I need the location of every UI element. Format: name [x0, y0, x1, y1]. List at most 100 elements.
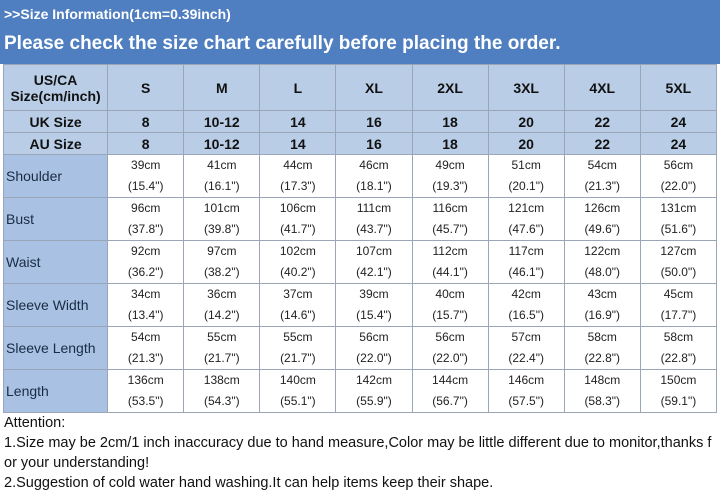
alt-size: 22	[563, 132, 641, 155]
cm-value: 54cm	[587, 158, 617, 172]
alt-size: 18	[411, 110, 489, 133]
inch-value: (21.7")	[280, 351, 316, 365]
cm-value: 45cm	[663, 287, 694, 301]
row-label: Waist	[2, 240, 109, 284]
size-header: 5XL	[639, 64, 718, 111]
cell: 58cm (22.8")	[563, 326, 641, 370]
inch-value: (19.3")	[432, 179, 468, 193]
inch-value: (16.9")	[584, 308, 621, 322]
cm-value: 121cm	[508, 201, 545, 215]
alt-size: 8	[107, 132, 185, 155]
row-label: Shoulder	[2, 154, 109, 198]
alt-size: 24	[639, 132, 718, 155]
cm-value: 111cm	[356, 201, 392, 215]
cm-value: 150cm	[660, 373, 697, 387]
note-line: 2.Suggestion of cold water hand washing.…	[4, 475, 494, 491]
cell: 150cm (59.1")	[639, 369, 718, 413]
cm-value: 56cm	[435, 330, 465, 344]
title: Please check the size chart carefully be…	[4, 33, 561, 54]
size-header: XL	[335, 64, 413, 111]
cell: 56cm (22.0")	[411, 326, 489, 370]
inch-value: (22.0")	[660, 179, 697, 193]
alt-size: 16	[335, 110, 413, 133]
inch-value: (43.7")	[356, 222, 392, 236]
alt-size: 18	[411, 132, 489, 155]
cm-value: 122cm	[584, 244, 621, 258]
inch-value: (21.3")	[127, 351, 164, 365]
inch-value: (40.2")	[280, 265, 316, 279]
inch-value: (16.1")	[203, 179, 240, 193]
cell: 116cm (45.7")	[411, 197, 489, 241]
inch-value: (55.1")	[280, 394, 316, 408]
inch-value: (14.2")	[203, 308, 240, 322]
cell: 40cm (15.7")	[411, 283, 489, 327]
cm-value: 54cm	[131, 330, 161, 344]
cell: 101cm (39.8")	[183, 197, 261, 241]
cell: 122cm (48.0")	[563, 240, 641, 284]
cell: 127cm (50.0")	[639, 240, 718, 284]
row-label: Sleeve Length	[2, 326, 109, 370]
cell: 37cm (14.6")	[259, 283, 337, 327]
alt-size: 14	[259, 110, 337, 133]
cm-value: 131cm	[660, 201, 697, 215]
cell: 92cm (36.2")	[107, 240, 185, 284]
inch-value: (22.4")	[508, 351, 544, 365]
cell: 107cm (42.1")	[335, 240, 413, 284]
inch-value: (46.1")	[508, 265, 544, 279]
inch-value: (54.3")	[203, 394, 240, 408]
measure-row: Sleeve Length 54cm (21.3") 55cm (21.7") 55cm (…	[2, 326, 718, 370]
cell: 45cm (17.7")	[639, 283, 718, 327]
alt-size: 24	[639, 110, 718, 133]
inch-value: (22.8")	[584, 351, 621, 365]
inch-value: (14.6")	[280, 308, 316, 322]
alt-size: 10-12	[183, 132, 261, 155]
cell: 111cm (43.7")	[335, 197, 413, 241]
cm-value: 144cm	[432, 373, 469, 387]
size-header: S	[107, 64, 185, 111]
cell: 96cm (37.8")	[107, 197, 185, 241]
cm-value: 39cm	[359, 287, 389, 301]
cm-value: 127cm	[660, 244, 697, 258]
inch-value: (42.1")	[356, 265, 392, 279]
inch-value: (16.5")	[508, 308, 544, 322]
inch-value: (53.5")	[127, 394, 164, 408]
cell: 55cm (21.7")	[259, 326, 337, 370]
size-header: 3XL	[487, 64, 565, 111]
cm-value: 51cm	[511, 158, 541, 172]
cell: 49cm (19.3")	[411, 154, 489, 198]
cm-value: 102cm	[279, 244, 316, 258]
cm-value: 34cm	[131, 287, 161, 301]
cell: 138cm (54.3")	[183, 369, 261, 413]
cell: 42cm (16.5")	[487, 283, 565, 327]
measure-row: Waist 92cm (36.2") 97cm (38.2") 102cm (40.2") 1…	[2, 240, 718, 284]
inch-value: (17.7")	[660, 308, 697, 322]
cell: 39cm (15.4")	[107, 154, 185, 198]
measure-row: Shoulder 39cm (15.4") 41cm (16.1") 44cm (17.3"…	[2, 154, 718, 198]
cell: 106cm (41.7")	[259, 197, 337, 241]
cell: 131cm (51.6")	[639, 197, 718, 241]
cm-value: 101cm	[203, 201, 240, 215]
cm-value: 56cm	[359, 330, 389, 344]
cm-value: 41cm	[207, 158, 237, 172]
inch-value: (22.8")	[660, 351, 697, 365]
inch-value: (56.7")	[432, 394, 468, 408]
cell: 43cm (16.9")	[563, 283, 641, 327]
cell: 54cm (21.3")	[563, 154, 641, 198]
cell: 140cm (55.1")	[259, 369, 337, 413]
cm-value: 37cm	[283, 287, 313, 301]
inch-value: (45.7")	[432, 222, 468, 236]
inch-value: (51.6")	[660, 222, 697, 236]
corner-cell: US/CA Size(cm/inch)	[2, 64, 109, 111]
cm-value: 55cm	[283, 330, 313, 344]
size-header: 4XL	[563, 64, 641, 111]
cell: 39cm (15.4")	[335, 283, 413, 327]
inch-value: (13.4")	[127, 308, 164, 322]
alt-size: 8	[107, 110, 185, 133]
cell: 56cm (22.0")	[639, 154, 718, 198]
inch-value: (47.6")	[508, 222, 544, 236]
cm-value: 148cm	[584, 373, 621, 387]
cell: 55cm (21.7")	[183, 326, 261, 370]
cell: 58cm (22.8")	[639, 326, 718, 370]
size-header: M	[183, 64, 261, 111]
